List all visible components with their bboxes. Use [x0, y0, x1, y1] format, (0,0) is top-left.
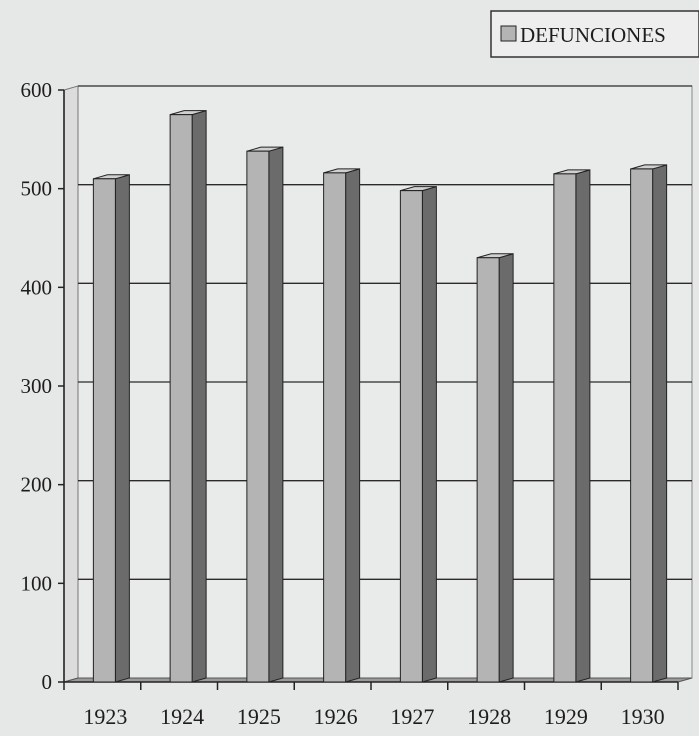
bar-front	[323, 172, 347, 683]
bar-front	[169, 114, 193, 683]
x-tick-label: 1923	[83, 704, 127, 729]
x-tick-label: 1927	[390, 704, 434, 729]
x-tick-label: 1930	[621, 704, 665, 729]
x-tick-label: 1924	[160, 704, 204, 729]
bar-1930	[630, 164, 668, 683]
bar-side	[114, 174, 130, 683]
bar-1923	[92, 174, 130, 683]
y-tick-label: 600	[21, 78, 53, 102]
plot-side-wall	[63, 85, 79, 683]
bar-1925	[246, 146, 284, 683]
bar-1926	[323, 168, 361, 683]
y-tick-label: 200	[21, 473, 53, 497]
y-tick-label: 500	[21, 177, 53, 201]
bar-front	[476, 257, 500, 683]
bars	[92, 110, 668, 683]
bar-1928	[476, 253, 514, 683]
bar-side	[345, 168, 361, 683]
x-tick-label: 1925	[237, 704, 281, 729]
gridlines	[63, 85, 693, 683]
bar-1924	[169, 110, 207, 683]
bar-side	[191, 110, 207, 683]
bar-side	[575, 169, 591, 683]
legend-label: DEFUNCIONES	[520, 23, 666, 47]
legend-swatch	[500, 25, 517, 42]
x-tick-label: 1929	[544, 704, 588, 729]
bar-front	[553, 173, 577, 683]
bar-front	[399, 190, 423, 683]
x-tick-label: 1926	[314, 704, 358, 729]
bar-side	[421, 185, 437, 683]
bar-side	[652, 164, 668, 683]
bar-1929	[553, 169, 591, 683]
y-tick-label: 400	[21, 275, 53, 299]
bar-1927	[399, 185, 437, 683]
bar-front	[246, 150, 270, 683]
y-tick-label: 0	[42, 670, 53, 694]
bar-side	[498, 253, 514, 683]
bar-front	[92, 178, 116, 683]
y-tick-label: 100	[21, 571, 53, 595]
legend-box	[490, 10, 699, 58]
x-tick-label: 1928	[467, 704, 511, 729]
bar-front	[630, 168, 654, 683]
y-tick-label: 300	[21, 374, 53, 398]
tick-labels: 0 100 200 300 400 500 600 1923 1924 1925 1926 1927 1…	[21, 78, 665, 729]
legend: DEFUNCIONES	[490, 10, 699, 58]
bar-side	[268, 146, 284, 683]
